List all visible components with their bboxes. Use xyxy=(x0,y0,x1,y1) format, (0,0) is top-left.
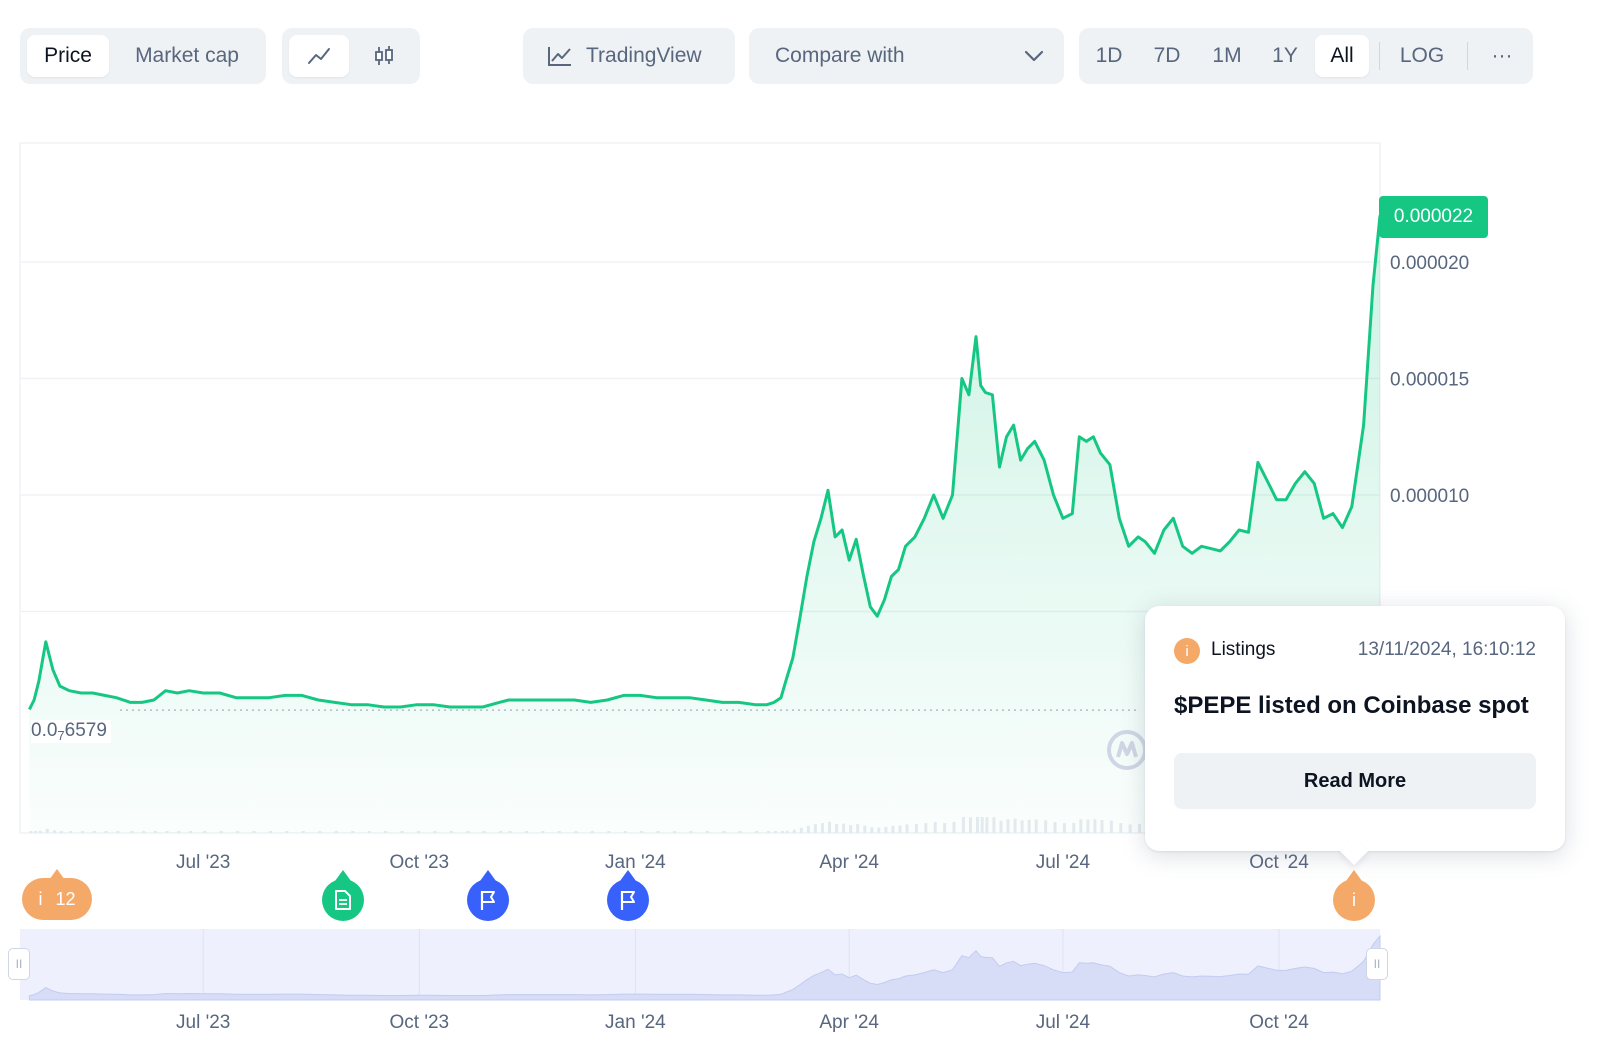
navigator-left-handle[interactable]: II xyxy=(8,948,30,980)
tab-market-cap[interactable]: Market cap xyxy=(135,44,239,67)
navigator-x-tick-label: Jul '23 xyxy=(176,1012,230,1033)
tooltip-timestamp: 13/11/2024, 16:10:12 xyxy=(1357,639,1536,660)
price-line xyxy=(28,215,1382,711)
event-count: 12 xyxy=(55,888,76,909)
chart-type-group xyxy=(282,28,420,84)
event-pin-flag-2[interactable] xyxy=(607,870,649,921)
x-tick-label: Apr '24 xyxy=(819,852,879,873)
tradingview-label: TradingView xyxy=(586,44,702,67)
candlestick-button[interactable] xyxy=(354,35,414,77)
navigator-right-handle[interactable]: II xyxy=(1366,948,1388,980)
range-all[interactable]: All xyxy=(1315,35,1369,77)
coinmarketcap-logo-icon xyxy=(1107,730,1147,770)
y-tick-label: 0.000010 xyxy=(1390,486,1469,507)
read-more-button[interactable]: Read More xyxy=(1174,753,1536,809)
y-tick-label: 0.000015 xyxy=(1390,370,1469,391)
baseline-suffix: 6579 xyxy=(64,720,107,741)
range-1m[interactable]: 1M xyxy=(1212,44,1242,67)
flag-icon xyxy=(620,891,635,910)
range-7d[interactable]: 7D xyxy=(1153,44,1181,67)
range-divider xyxy=(1379,42,1380,70)
x-tick-label: Oct '23 xyxy=(390,852,450,873)
event-tooltip: i Listings 13/11/2024, 16:10:12 $PEPE li… xyxy=(1145,606,1565,851)
log-toggle[interactable]: LOG xyxy=(1399,44,1445,67)
line-chart-icon xyxy=(308,48,330,64)
compare-with-label: Compare with xyxy=(775,44,905,67)
info-icon: i xyxy=(38,888,43,909)
chevron-down-icon xyxy=(1024,50,1044,62)
navigator-x-tick-label: Jul '24 xyxy=(1036,1012,1091,1033)
compare-with-dropdown[interactable]: Compare with xyxy=(749,28,1064,84)
range-group: 1D 7D 1M 1Y All LOG ··· xyxy=(1079,28,1533,84)
tradingview-button[interactable]: TradingView xyxy=(523,28,735,84)
range-1y[interactable]: 1Y xyxy=(1272,44,1298,67)
event-pin-listing[interactable]: i xyxy=(1333,870,1375,921)
event-pin-flag-1[interactable] xyxy=(467,870,509,921)
candlestick-icon xyxy=(375,46,393,65)
navigator-x-tick-label: Apr '24 xyxy=(819,1012,879,1033)
more-divider xyxy=(1467,42,1468,70)
navigator-area xyxy=(28,934,1381,1001)
current-price-tag: 0.000022 xyxy=(1379,196,1488,238)
range-1d[interactable]: 1D xyxy=(1095,44,1123,67)
x-tick-label: Jul '23 xyxy=(176,852,230,873)
x-tick-label: Jul '24 xyxy=(1036,852,1091,873)
view-tab-group: Price Market cap xyxy=(20,28,266,84)
document-icon xyxy=(335,890,351,910)
info-icon: i xyxy=(1174,638,1200,664)
y-tick-label: 0.000020 xyxy=(1390,253,1469,274)
tab-price[interactable]: Price xyxy=(27,35,109,77)
baseline-price-label: 0.076579 xyxy=(31,720,111,743)
navigator-x-tick-label: Oct '24 xyxy=(1249,1012,1309,1033)
x-tick-label: Oct '24 xyxy=(1249,852,1309,873)
event-pin-document[interactable] xyxy=(322,870,364,921)
flag-icon xyxy=(480,891,495,910)
baseline-prefix: 0.0 xyxy=(31,720,58,741)
info-icon: i xyxy=(1352,889,1356,910)
baseline-subscript: 7 xyxy=(57,728,65,743)
tooltip-category: Listings xyxy=(1211,639,1276,660)
more-options-button[interactable]: ··· xyxy=(1491,44,1513,67)
price-area-fill xyxy=(29,215,1380,833)
event-pin-info-group[interactable]: i 12 xyxy=(22,869,92,920)
navigator-x-tick-label: Jan '24 xyxy=(605,1012,666,1033)
navigator-x-tick-label: Oct '23 xyxy=(390,1012,450,1033)
x-tick-label: Jan '24 xyxy=(605,852,666,873)
line-chart-button[interactable] xyxy=(289,35,349,77)
tooltip-title: $PEPE listed on Coinbase spot xyxy=(1174,692,1529,719)
chart-icon xyxy=(548,47,571,66)
